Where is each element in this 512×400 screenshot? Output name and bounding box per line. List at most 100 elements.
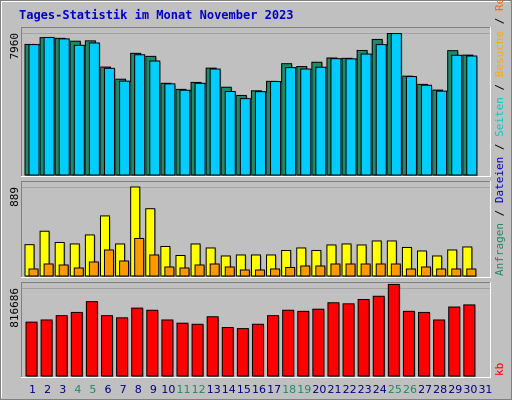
bar-dateien-day-16 [254, 91, 266, 176]
bar-besuche-day-15 [239, 269, 250, 277]
day-label-15: 15 [237, 383, 251, 396]
day-label-23: 23 [358, 383, 372, 396]
bar-besuche-day-29 [451, 268, 462, 277]
day-label-12: 12 [192, 383, 206, 396]
bar-dateien-day-19 [300, 68, 312, 176]
bar-kb-day-5 [85, 301, 98, 377]
bar-besuche-day-8 [134, 237, 145, 277]
bar-kb-day-8 [131, 307, 144, 377]
bar-besuche-day-24 [375, 263, 386, 277]
bar-dateien-day-11 [179, 89, 191, 176]
legend-item-1: / [493, 203, 506, 223]
bar-kb-day-10 [161, 319, 174, 377]
bar-besuche-day-27 [421, 266, 432, 277]
legend-item-0: Anfragen [493, 223, 506, 276]
bar-besuche-day-4 [73, 267, 84, 277]
bar-dateien-day-30 [466, 55, 478, 176]
chart-panels: 7960 889 816686 [8, 27, 491, 378]
bar-dateien-day-7 [119, 80, 131, 176]
bar-kb-day-18 [282, 309, 295, 377]
day-label-18: 18 [282, 383, 296, 396]
bar-dateien-day-8 [134, 54, 146, 176]
day-label-10: 10 [161, 383, 175, 396]
bar-kb-day-29 [448, 306, 461, 377]
bar-dateien-day-14 [224, 91, 236, 176]
day-label-24: 24 [373, 383, 387, 396]
bar-kb-day-9 [146, 309, 159, 377]
day-label-9: 9 [150, 383, 157, 396]
bar-kb-day-3 [55, 315, 68, 377]
bar-besuche-day-17 [270, 268, 281, 277]
bar-besuche-day-30 [466, 268, 477, 277]
day-label-20: 20 [312, 383, 326, 396]
legends: Anfragen / Dateien / Seiten / Besuche / … [493, 0, 506, 376]
bar-besuche-day-2 [43, 263, 54, 277]
bar-kb-day-19 [297, 310, 310, 377]
day-label-28: 28 [433, 383, 447, 396]
bar-kb-day-7 [116, 317, 129, 377]
bar-besuche-day-7 [119, 260, 130, 277]
day-label-6: 6 [105, 383, 112, 396]
chart-title: Tages-Statistik im Monat November 2023 [19, 8, 294, 22]
bar-besuche-day-6 [103, 249, 114, 277]
day-label-29: 29 [448, 383, 462, 396]
bar-kb-day-2 [40, 319, 53, 377]
panel-max-label-kb: 816686 [8, 288, 21, 328]
legend-item-5: / [493, 77, 506, 97]
day-label-4: 4 [74, 383, 81, 396]
bar-dateien-day-18 [285, 67, 297, 176]
bar-besuche-day-12 [194, 264, 205, 277]
day-label-2: 2 [44, 383, 51, 396]
bar-kb-day-20 [312, 308, 325, 377]
bar-kb-day-13 [206, 316, 219, 377]
bar-dateien-day-3 [58, 38, 70, 176]
legend-item-8: Rechner [493, 0, 506, 11]
day-label-26: 26 [403, 383, 417, 396]
bar-dateien-day-27 [421, 84, 433, 176]
legend-item-6: Besuche [493, 31, 506, 77]
bar-dateien-day-25 [390, 33, 402, 176]
legend-item-3: / [493, 137, 506, 157]
day-labels: 1 2 3 4 5 6 7 8 9 10 11 12 13 14 15 16 17 18 19 20 21 22 23 24 2… [29, 383, 492, 396]
day-label-17: 17 [267, 383, 281, 396]
bar-dateien-day-13 [209, 68, 221, 176]
bar-kb-day-17 [267, 315, 280, 377]
bar-dateien-day-4 [73, 44, 85, 176]
bar-kb-day-21 [327, 302, 340, 377]
bar-besuche-day-14 [224, 266, 235, 277]
bar-dateien-day-24 [375, 44, 387, 176]
day-label-11: 11 [177, 383, 191, 396]
panel-requests: 7960 [8, 27, 491, 177]
bar-dateien-day-28 [436, 90, 448, 176]
panel-max-label-requests: 7960 [8, 33, 21, 60]
bar-besuche-day-19 [300, 265, 311, 277]
bar-kb-day-12 [191, 323, 204, 377]
bar-dateien-day-5 [88, 42, 100, 176]
legend-item-7: / [493, 11, 506, 31]
legend-item-4: Seiten [493, 97, 506, 137]
bar-dateien-day-29 [451, 54, 463, 176]
bar-besuche-day-18 [285, 266, 296, 277]
bar-besuche-day-28 [436, 268, 447, 277]
panel-pages: 889 [8, 181, 491, 278]
bar-kb-day-28 [433, 319, 446, 377]
bar-dateien-day-6 [103, 67, 115, 176]
bar-dateien-day-20 [315, 66, 327, 176]
day-label-14: 14 [222, 383, 236, 396]
bar-besuche-day-3 [58, 264, 69, 277]
bar-kb-day-24 [372, 295, 385, 377]
day-label-7: 7 [120, 383, 127, 396]
bar-besuche-day-25 [390, 263, 401, 277]
bar-besuche-day-23 [360, 263, 371, 277]
bar-dateien-day-23 [360, 53, 372, 176]
legend-right: Anfragen / Dateien / Seiten / Besuche / … [493, 0, 506, 276]
day-label-22: 22 [343, 383, 357, 396]
bar-kb-day-1 [25, 321, 38, 377]
bar-kb-day-4 [70, 311, 83, 377]
bar-besuche-day-9 [149, 254, 160, 277]
bar-kb-day-25 [387, 283, 400, 377]
bar-dateien-day-15 [239, 98, 251, 176]
panel-kb: 816686 [8, 282, 491, 378]
day-label-1: 1 [29, 383, 36, 396]
